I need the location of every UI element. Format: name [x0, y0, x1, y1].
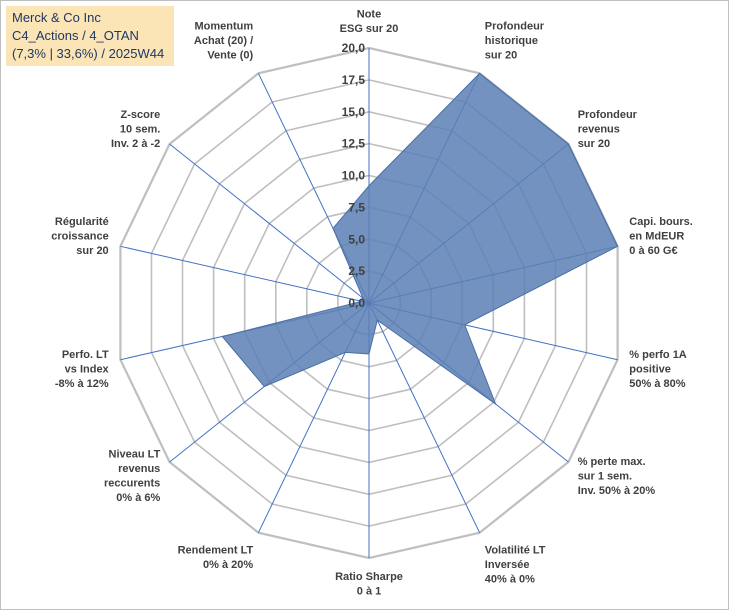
- axis-label-13: Momentum Achat (20) / Vente (0): [194, 20, 254, 61]
- axis-label-8: Rendement LT 0% à 20%: [178, 545, 254, 572]
- tick-label-2: 5,0: [348, 232, 365, 246]
- tick-label-3: 7,5: [348, 200, 365, 214]
- axis-spoke-6: [368, 302, 481, 533]
- tick-label-4: 10,0: [342, 169, 366, 183]
- axis-label-3: Capi. bours. en MdEUR 0 à 60 G€: [629, 216, 693, 257]
- tick-label-0: 0,0: [348, 296, 365, 310]
- axis-label-6: Volatilité LT Inversée 40% à 0%: [485, 545, 546, 586]
- axis-label-4: % perfo 1A positive 50% à 80%: [629, 349, 687, 390]
- axis-label-7: Ratio Sharpe 0 à 1: [335, 571, 403, 598]
- axis-label-9: Niveau LT revenus reccurents 0% à 6%: [104, 449, 161, 505]
- tick-label-6: 15,0: [342, 105, 366, 119]
- radar-tick-labels: 0,0 2,5 5,0 7,5 10,0 12,5 15,0 17,5 20,0: [342, 41, 366, 310]
- chart-title-line-1: Merck & Co Inc: [12, 10, 101, 25]
- tick-label-8: 20,0: [342, 41, 366, 55]
- radar-series: [221, 72, 619, 406]
- chart-title-line-3: (7,3% | 33,6%) / 2025W44: [12, 46, 165, 61]
- radar-axis-labels: Note ESG sur 20 Profondeur historique sur 20…: [51, 9, 693, 598]
- axis-spoke-11: [120, 245, 370, 304]
- axis-spoke-12: [169, 143, 370, 304]
- axis-label-11: Régularité croissance sur 20: [51, 216, 108, 257]
- chart-title-box: Merck & Co Inc C4_Actions / 4_OTAN (7,3%…: [6, 6, 174, 66]
- axis-label-10: Perfo. LT vs Index -8% à 12%: [55, 349, 110, 390]
- axis-label-1: Profondeur historique sur 20: [485, 20, 545, 61]
- chart-title-line-2: C4_Actions / 4_OTAN: [12, 28, 139, 43]
- tick-label-5: 12,5: [342, 137, 366, 151]
- tick-label-7: 17,5: [342, 73, 366, 87]
- series-area: [221, 72, 619, 406]
- tick-label-1: 2,5: [348, 264, 365, 278]
- axis-label-0: Note ESG sur 20: [340, 9, 399, 36]
- axis-label-5: % perte max. sur 1 sem. Inv. 50% à 20%: [578, 456, 656, 497]
- axis-label-12: Z-score 10 sem. Inv. 2 à -2: [111, 109, 160, 150]
- axis-label-2: Profondeur revenus sur 20: [578, 109, 638, 150]
